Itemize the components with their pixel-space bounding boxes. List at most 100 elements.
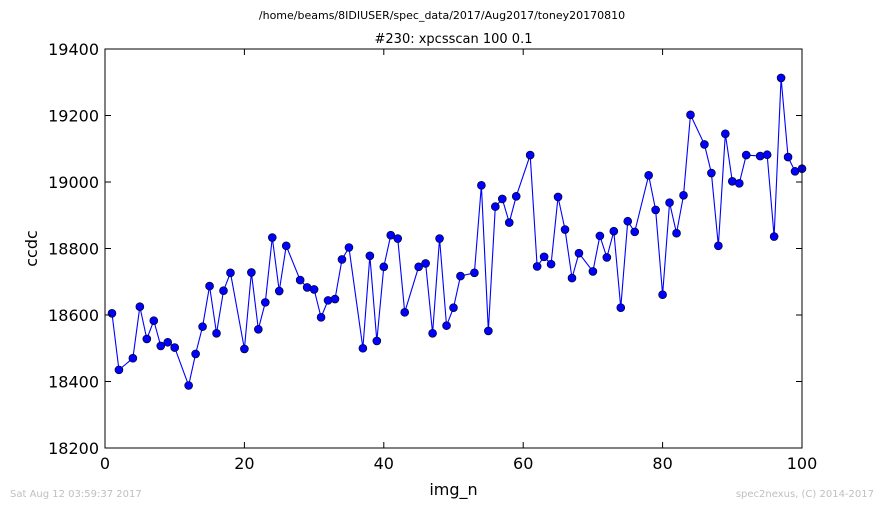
x-tick-label: 60	[513, 454, 533, 473]
data-point	[686, 110, 695, 120]
data-point	[323, 296, 333, 305]
x-tick-label: 20	[234, 454, 254, 473]
data-point	[428, 328, 437, 338]
data-point	[644, 171, 653, 180]
data-point	[240, 344, 249, 354]
data-point	[128, 353, 138, 363]
data-point	[651, 205, 660, 215]
data-point	[226, 268, 235, 278]
data-point	[602, 253, 612, 262]
data-point	[393, 234, 403, 243]
data-point	[261, 298, 270, 307]
data-point	[783, 152, 793, 162]
data-point	[414, 262, 423, 272]
data-point	[309, 285, 319, 294]
data-point	[330, 294, 340, 304]
y-tick-label: 18400	[48, 373, 99, 392]
data-point	[470, 268, 479, 278]
x-tick-label: 40	[374, 454, 394, 473]
y-tick-label: 19400	[48, 40, 99, 59]
data-point	[553, 192, 563, 202]
data-point	[135, 302, 145, 311]
data-point	[421, 259, 430, 268]
data-point	[665, 198, 674, 207]
data-point	[484, 326, 493, 336]
data-point	[769, 232, 779, 241]
data-point	[386, 230, 396, 240]
data-point	[254, 324, 263, 334]
data-point	[511, 191, 521, 201]
data-point	[456, 271, 465, 281]
y-tick-label: 19200	[48, 107, 99, 126]
data-point	[755, 151, 765, 161]
data-point	[337, 255, 347, 264]
data-point	[212, 328, 221, 338]
data-point	[163, 337, 173, 347]
chart-title: #230: xpcsscan 100 0.1	[375, 32, 533, 47]
data-point	[142, 334, 152, 344]
data-point	[679, 191, 688, 200]
data-point	[574, 248, 584, 258]
data-point	[442, 321, 451, 330]
data-point	[114, 365, 124, 375]
data-point	[184, 381, 193, 390]
data-point	[623, 216, 633, 226]
data-point	[672, 228, 681, 238]
data-point	[295, 275, 305, 285]
data-point	[358, 343, 368, 353]
data-point	[149, 316, 159, 325]
data-point	[205, 281, 214, 291]
x-axis-label: img_n	[429, 480, 477, 500]
data-point	[198, 322, 207, 331]
y-tick-label: 19000	[48, 173, 99, 192]
credit-footer: spec2nexus, (C) 2014-2017	[735, 489, 874, 500]
x-tick-label: 80	[652, 454, 672, 473]
data-point	[170, 343, 179, 352]
data-point	[588, 267, 598, 276]
data-point	[539, 252, 549, 262]
data-point	[700, 140, 709, 149]
data-point	[714, 241, 723, 251]
data-point	[156, 341, 166, 351]
data-point	[267, 233, 277, 242]
data-point	[491, 202, 500, 211]
plot-frame	[104, 48, 803, 449]
data-point	[247, 268, 256, 277]
data-point	[281, 241, 291, 251]
timestamp-footer: Sat Aug 12 03:59:37 2017	[10, 489, 142, 500]
data-point	[609, 226, 619, 236]
data-point	[762, 150, 772, 160]
data-point	[379, 262, 389, 272]
data-point	[497, 194, 507, 204]
x-tick-label: 0	[100, 454, 110, 473]
data-point	[776, 73, 786, 83]
data-point	[707, 168, 716, 178]
data-point	[449, 303, 458, 312]
y-tick-label: 18800	[48, 240, 99, 259]
axis-ticks: 0 20 40 60 80 100 18200 18400 18600 18800 19000 192…	[48, 40, 817, 473]
data-point	[741, 150, 751, 160]
data-point	[365, 251, 375, 261]
data-point	[344, 243, 354, 252]
chart-marks	[107, 73, 807, 390]
y-tick-label: 18600	[48, 306, 99, 325]
data-point	[721, 129, 730, 139]
data-point	[616, 303, 626, 312]
data-point	[560, 225, 570, 234]
figure-suptitle: /home/beams/8IDIUSER/spec_data/2017/Aug2…	[258, 9, 626, 22]
data-point	[504, 218, 514, 227]
data-point	[658, 290, 667, 300]
series-line	[111, 77, 803, 388]
data-point	[546, 259, 556, 269]
data-point	[595, 231, 605, 241]
data-point	[372, 336, 382, 346]
data-point	[630, 227, 640, 237]
y-axis-label: ccdc	[22, 230, 41, 267]
data-point	[191, 349, 200, 359]
data-point	[435, 234, 444, 243]
x-tick-label: 100	[787, 454, 818, 473]
data-point	[525, 150, 535, 160]
data-point	[274, 286, 284, 296]
data-point	[107, 309, 117, 318]
